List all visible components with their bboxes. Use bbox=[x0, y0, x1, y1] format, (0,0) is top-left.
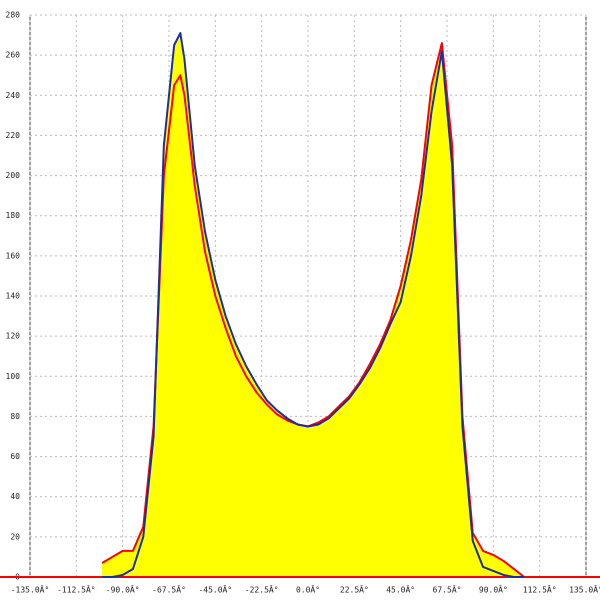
x-tick-label: -22.5Â° bbox=[245, 584, 279, 595]
y-tick-label: 40 bbox=[10, 492, 20, 501]
x-tick-label: 90.0Â° bbox=[479, 584, 508, 595]
x-tick-label: -67.5Â° bbox=[152, 584, 186, 595]
x-tick-label: -135.0Â° bbox=[11, 584, 50, 595]
y-tick-label: 120 bbox=[6, 332, 21, 341]
y-tick-label: 140 bbox=[6, 292, 21, 301]
x-tick-label: 0.0Â° bbox=[296, 584, 320, 595]
x-tick-label: 22.5Â° bbox=[340, 584, 369, 595]
y-tick-label: 180 bbox=[6, 211, 21, 220]
y-tick-label: 260 bbox=[6, 51, 21, 60]
y-tick-label: 80 bbox=[10, 412, 20, 421]
y-tick-label: 60 bbox=[10, 452, 20, 461]
area-fill bbox=[102, 33, 525, 578]
y-tick-label: 280 bbox=[6, 11, 21, 20]
y-tick-label: 160 bbox=[6, 251, 21, 260]
y-tick-label: 240 bbox=[6, 91, 21, 100]
y-tick-label: 100 bbox=[6, 372, 21, 381]
x-tick-label: 45.0Â° bbox=[386, 584, 415, 595]
x-tick-label: -90.0Â° bbox=[106, 584, 140, 595]
y-tick-label: 220 bbox=[6, 131, 21, 140]
x-tick-label: -45.0Â° bbox=[198, 584, 232, 595]
y-tick-label: 20 bbox=[10, 532, 20, 541]
x-tick-label: 112.5Â° bbox=[523, 584, 557, 595]
y-tick-label: 200 bbox=[6, 171, 21, 180]
x-tick-label: -112.5Â° bbox=[57, 584, 96, 595]
x-tick-label: 67.5Â° bbox=[433, 584, 462, 595]
x-tick-label: 135.0Â° bbox=[569, 584, 600, 595]
series-line bbox=[102, 32, 525, 578]
